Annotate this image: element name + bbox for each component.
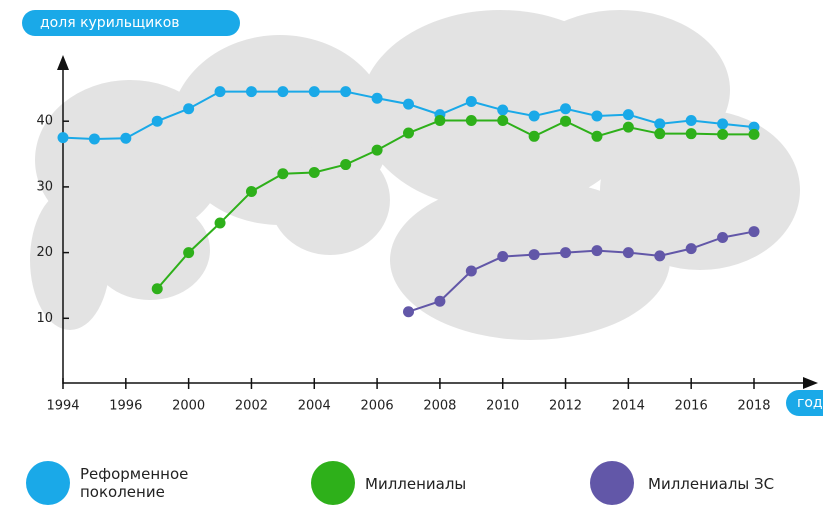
data-point <box>529 110 540 121</box>
data-point <box>717 232 728 243</box>
legend-swatch <box>590 461 634 505</box>
data-point <box>89 133 100 144</box>
x-tick-label: 2014 <box>612 399 645 414</box>
data-point <box>215 86 226 97</box>
legend-label: Миллениалы <box>365 475 466 493</box>
x-tick-label: 2016 <box>675 399 708 414</box>
data-point <box>749 129 760 140</box>
x-tick-label: 2008 <box>423 399 456 414</box>
data-point <box>497 115 508 126</box>
data-point <box>623 122 634 133</box>
data-point <box>686 243 697 254</box>
data-point <box>403 99 414 110</box>
data-point <box>183 247 194 258</box>
data-point <box>277 86 288 97</box>
x-tick-label: 2010 <box>486 399 519 414</box>
data-point <box>277 168 288 179</box>
y-arrow <box>57 55 69 70</box>
data-point <box>560 116 571 127</box>
x-tick-label: 2000 <box>172 399 205 414</box>
data-point <box>309 86 320 97</box>
x-tick-label: 2018 <box>737 399 770 414</box>
data-point <box>372 93 383 104</box>
page: доля курильщиков год 10 20 30 40 1994 1996 200… <box>0 0 823 507</box>
data-point <box>120 133 131 144</box>
legend-label: Реформенное поколение <box>80 465 240 501</box>
x-axis-label: год <box>797 395 823 411</box>
x-tick-label: 2012 <box>549 399 582 414</box>
data-point <box>623 247 634 258</box>
y-tick-label: 20 <box>36 245 53 260</box>
data-point <box>497 105 508 116</box>
y-axis-label: доля курильщиков <box>40 15 180 31</box>
data-point <box>749 226 760 237</box>
x-tick-label: 2006 <box>361 399 394 414</box>
data-point <box>340 159 351 170</box>
data-point <box>466 115 477 126</box>
data-point <box>654 250 665 261</box>
data-point <box>623 109 634 120</box>
data-point <box>717 118 728 129</box>
legend-swatch <box>26 461 70 505</box>
data-point <box>560 247 571 258</box>
background-clouds <box>30 10 800 340</box>
x-arrow <box>803 377 818 389</box>
data-point <box>434 115 445 126</box>
data-point <box>340 86 351 97</box>
data-point <box>152 116 163 127</box>
data-point <box>654 128 665 139</box>
data-point <box>215 218 226 229</box>
data-point <box>591 245 602 256</box>
data-point <box>591 131 602 142</box>
chart: доля курильщиков год 10 20 30 40 1994 1996 200… <box>0 0 823 440</box>
data-point <box>466 96 477 107</box>
data-point <box>686 115 697 126</box>
data-point <box>246 86 257 97</box>
x-tick-label: 2002 <box>235 399 268 414</box>
data-point <box>372 145 383 156</box>
data-point <box>403 128 414 139</box>
data-point <box>686 128 697 139</box>
data-point <box>654 118 665 129</box>
y-tick-label: 40 <box>36 114 53 129</box>
legend-label: Миллениалы ЗС <box>648 475 774 493</box>
data-point <box>466 265 477 276</box>
x-tick-label: 1996 <box>109 399 142 414</box>
data-point <box>591 110 602 121</box>
data-point <box>183 103 194 114</box>
data-point <box>403 306 414 317</box>
legend-swatch <box>311 461 355 505</box>
y-tick-label: 30 <box>36 179 53 194</box>
data-point <box>246 186 257 197</box>
data-point <box>58 132 69 143</box>
data-point <box>529 249 540 260</box>
y-tick-label: 10 <box>36 311 53 326</box>
data-point <box>717 129 728 140</box>
x-tick-label: 1994 <box>46 399 79 414</box>
data-point <box>560 103 571 114</box>
data-point <box>497 251 508 262</box>
data-point <box>434 296 445 307</box>
x-tick-label: 2004 <box>298 399 331 414</box>
data-point <box>529 131 540 142</box>
data-point <box>152 283 163 294</box>
data-point <box>309 167 320 178</box>
